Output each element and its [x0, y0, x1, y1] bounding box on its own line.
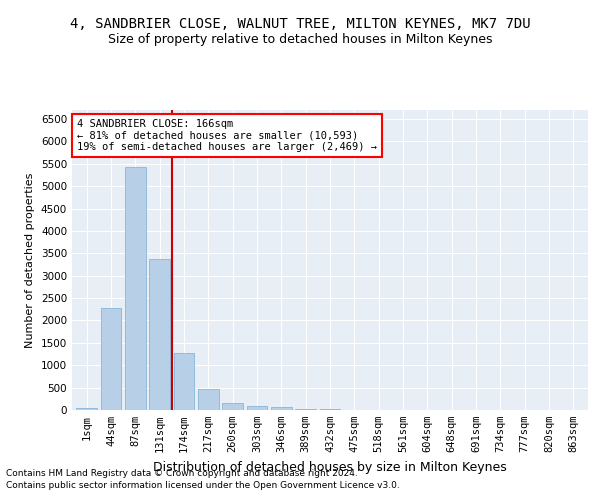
- Text: Contains public sector information licensed under the Open Government Licence v3: Contains public sector information licen…: [6, 481, 400, 490]
- Bar: [247, 406, 268, 410]
- Bar: [198, 389, 218, 410]
- Bar: [295, 408, 316, 410]
- Bar: [222, 402, 243, 410]
- Text: 4 SANDBRIER CLOSE: 166sqm
← 81% of detached houses are smaller (10,593)
19% of s: 4 SANDBRIER CLOSE: 166sqm ← 81% of detac…: [77, 119, 377, 152]
- Text: Contains HM Land Registry data © Crown copyright and database right 2024.: Contains HM Land Registry data © Crown c…: [6, 468, 358, 477]
- Text: Size of property relative to detached houses in Milton Keynes: Size of property relative to detached ho…: [108, 32, 492, 46]
- Bar: [173, 353, 194, 410]
- Bar: [271, 407, 292, 410]
- Bar: [76, 408, 97, 410]
- Y-axis label: Number of detached properties: Number of detached properties: [25, 172, 35, 348]
- Text: 4, SANDBRIER CLOSE, WALNUT TREE, MILTON KEYNES, MK7 7DU: 4, SANDBRIER CLOSE, WALNUT TREE, MILTON …: [70, 18, 530, 32]
- Bar: [149, 258, 170, 410]
- Bar: [101, 308, 121, 410]
- Bar: [125, 168, 146, 410]
- X-axis label: Distribution of detached houses by size in Milton Keynes: Distribution of detached houses by size …: [153, 460, 507, 473]
